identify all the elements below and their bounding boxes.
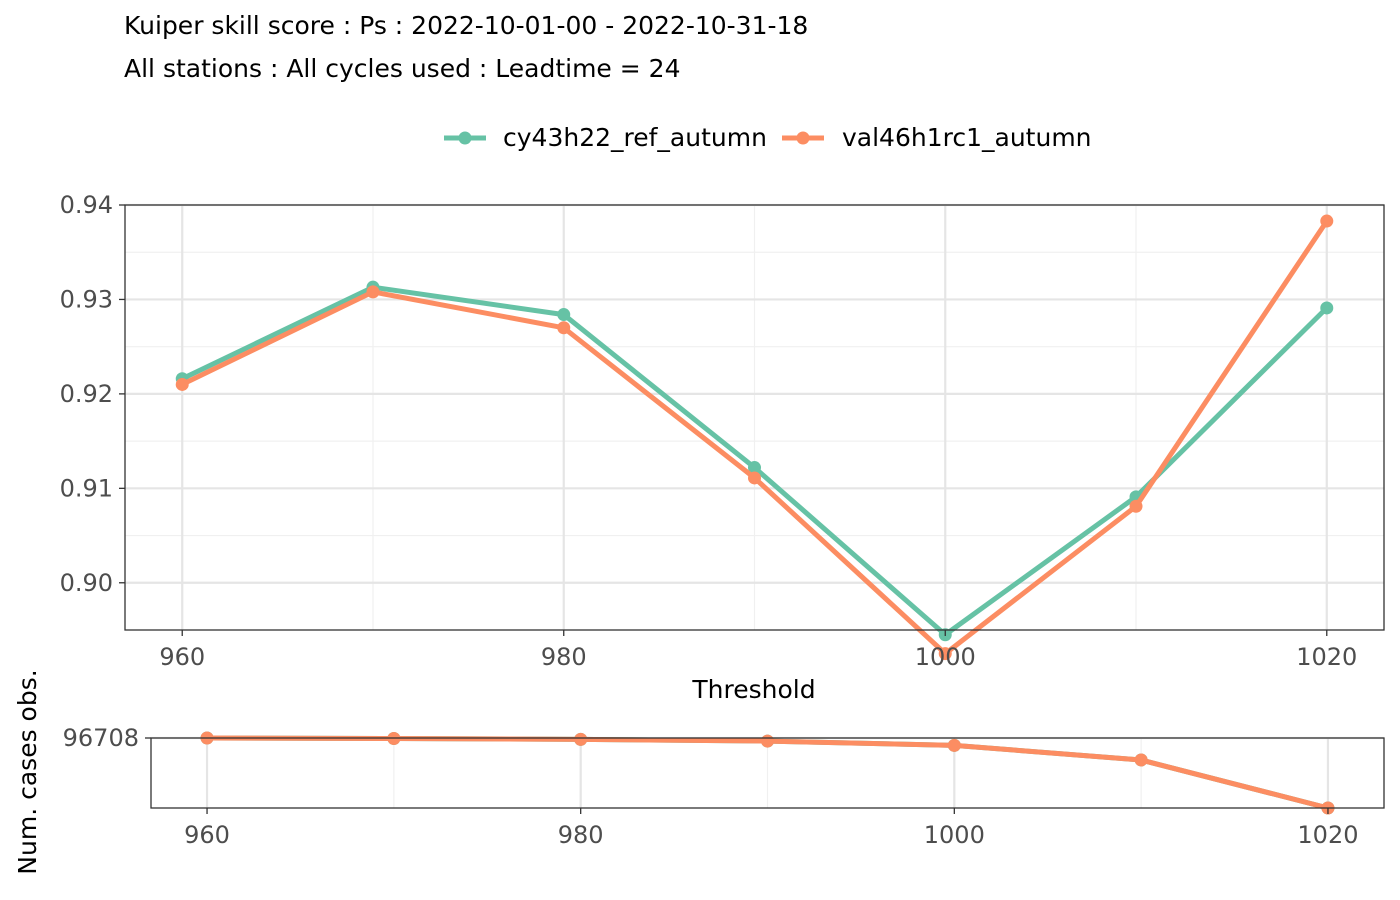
x-tick-label: 960 (159, 643, 205, 671)
y-tick-label: 0.91 (60, 474, 113, 502)
num-cases-axis-title: Num. cases obs. (13, 669, 42, 874)
panel-border (124, 204, 1385, 631)
data-point (557, 321, 571, 335)
x-tick-label: 980 (558, 821, 604, 849)
legend-key-point-1 (796, 131, 810, 145)
skill-score-panel: 960 980 1000 1020 0.90 0.91 0.92 0.93 0.94 (60, 191, 1385, 671)
data-point (557, 308, 571, 322)
chart-title: Kuiper skill score : Ps : 2022-10-01-00 … (124, 11, 808, 40)
data-point (947, 738, 961, 752)
legend-key-point-0 (458, 131, 472, 145)
x-tick-label: 1020 (1296, 643, 1357, 671)
data-point (761, 734, 774, 748)
legend-label-1: val46h1rc1_autumn (842, 123, 1092, 152)
data-point (175, 377, 189, 391)
y-tick-label: 0.92 (60, 380, 113, 408)
data-point (1320, 301, 1334, 315)
panel-border (150, 737, 1385, 809)
data-point (1129, 499, 1143, 513)
data-point (1320, 214, 1334, 228)
data-point (748, 471, 761, 485)
y-tick-label: 96708 (63, 724, 139, 752)
data-point (574, 732, 588, 746)
data-point (366, 285, 380, 299)
x-tick-label: 1020 (1297, 821, 1358, 849)
legend: cy43h22_ref_autumn val46h1rc1_autumn (444, 123, 1092, 152)
x-tick-label: 1000 (915, 643, 976, 671)
chart-subtitle: All stations : All cycles used : Leadtim… (124, 54, 680, 83)
x-tick-label: 980 (541, 643, 587, 671)
x-tick-label: 960 (184, 821, 230, 849)
y-tick-label: 0.90 (60, 569, 113, 597)
data-point (1134, 753, 1148, 767)
num-cases-panel: 960 980 1000 1020 96708 (63, 724, 1385, 849)
y-tick-label: 0.93 (60, 285, 113, 313)
data-point (748, 461, 761, 475)
data-point (938, 647, 952, 661)
x-axis-title: Threshold (691, 675, 815, 704)
y-tick-label: 0.94 (60, 191, 113, 219)
x-tick-label: 1000 (924, 821, 985, 849)
legend-label-0: cy43h22_ref_autumn (503, 123, 767, 152)
